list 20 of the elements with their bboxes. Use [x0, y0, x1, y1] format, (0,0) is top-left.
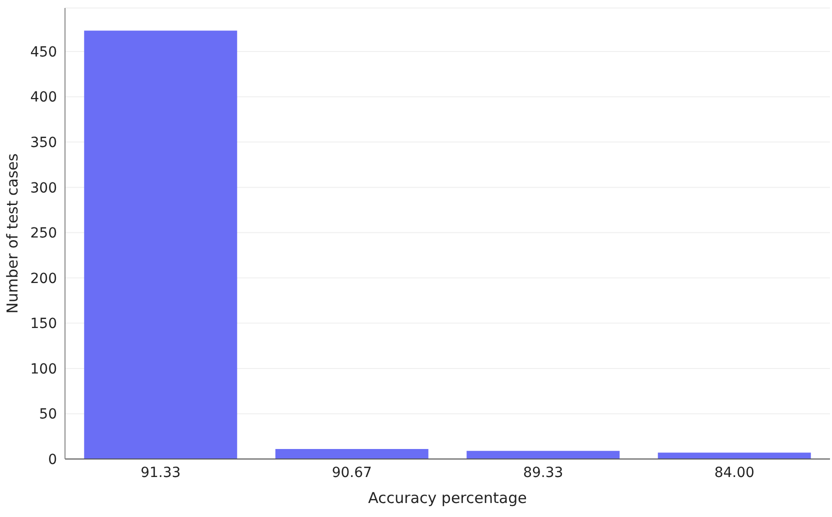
x-tick-label: 91.33 — [140, 464, 181, 481]
bar — [466, 450, 620, 459]
y-tick-label: 150 — [30, 316, 57, 332]
bar — [658, 452, 811, 459]
y-tick-label: 350 — [30, 135, 57, 151]
x-tick-label: 84.00 — [714, 464, 754, 481]
y-tick-label: 200 — [30, 270, 57, 287]
y-tick-label: 250 — [30, 226, 57, 242]
y-tick-label: 100 — [30, 361, 57, 378]
bar — [84, 30, 238, 459]
y-tick-label: 450 — [30, 44, 57, 60]
y-tick-label: 300 — [30, 180, 57, 196]
x-tick-label: 89.33 — [523, 464, 564, 481]
x-axis-title: Accuracy percentage — [368, 489, 527, 507]
x-tick-label: 90.67 — [332, 464, 372, 481]
y-tick-label: 400 — [30, 90, 57, 106]
bar — [275, 449, 428, 459]
y-tick-label: 50 — [39, 406, 57, 423]
y-tick-label: 0 — [48, 452, 57, 468]
y-axis-title: Number of test cases — [3, 153, 22, 314]
